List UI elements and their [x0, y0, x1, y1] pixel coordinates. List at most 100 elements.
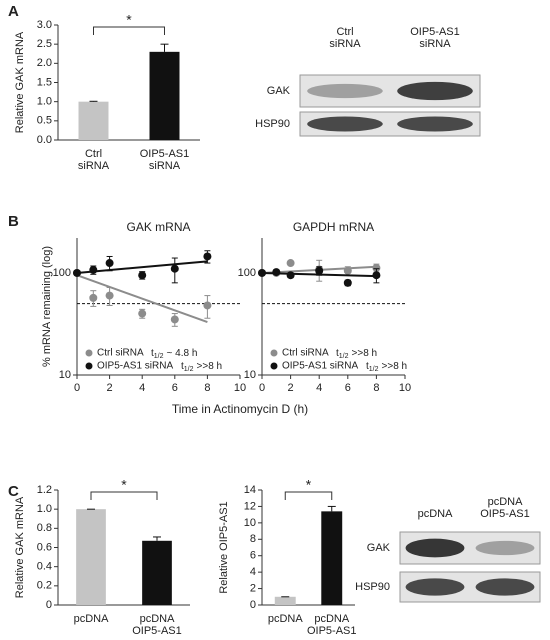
- x-tick-label: 4: [316, 382, 322, 394]
- legend-marker: [270, 362, 278, 370]
- data-point: [138, 271, 147, 280]
- blot-row-label: HSP90: [255, 118, 290, 130]
- y-tick-label: 0.2: [37, 580, 52, 592]
- x-tick-label: 2: [288, 382, 294, 394]
- significance-bracket: [90, 491, 158, 500]
- data-point: [105, 291, 114, 300]
- half-life-subscript: 1/2: [339, 353, 349, 360]
- y-tick-label: 0.0: [37, 134, 52, 146]
- y-tick-label: 14: [244, 484, 256, 496]
- half-life-symbol: t: [151, 348, 154, 359]
- x-tick-label: 2: [107, 382, 113, 394]
- y-tick-label: 100: [238, 267, 256, 279]
- data-point: [258, 268, 266, 277]
- panel-label: B: [8, 213, 19, 230]
- y-axis-label: Relative OIP5-AS1: [218, 501, 230, 593]
- x-tick-label: OIP5-AS1: [307, 625, 357, 637]
- bar: [78, 101, 109, 140]
- x-tick-label: pcDNA: [140, 613, 176, 625]
- x-tick-label: pcDNA: [74, 613, 110, 625]
- panel-label: A: [8, 3, 19, 20]
- y-tick-label: 12: [244, 500, 256, 512]
- legend-label: Ctrl siRNA: [282, 348, 329, 359]
- x-tick-label: 8: [204, 382, 210, 394]
- data-point: [89, 265, 98, 274]
- half-life-symbol: t: [366, 361, 369, 372]
- half-life-value: >>8 h: [382, 361, 408, 372]
- x-tick-label: 0: [74, 382, 80, 394]
- chart-title: GAPDH mRNA: [293, 220, 374, 234]
- y-tick-label: 0: [250, 599, 256, 611]
- y-tick-label: 1.0: [37, 96, 52, 108]
- half-life-subscript: 1/2: [154, 353, 164, 360]
- data-point: [105, 259, 114, 268]
- y-axis-label: Relative GAK mRNA: [14, 31, 26, 133]
- blot-band: [397, 81, 473, 101]
- y-tick-label: 0.5: [37, 115, 52, 127]
- blot-band: [475, 540, 535, 556]
- bar: [274, 596, 296, 605]
- y-tick-label: 1.2: [37, 484, 52, 496]
- legend-label: OIP5-AS1 siRNA: [97, 361, 173, 372]
- half-life-value: >>8 h: [352, 348, 378, 359]
- legend-half-life: t1/2 ~ 4.8 h: [151, 348, 197, 361]
- x-tick-label: 0: [259, 382, 265, 394]
- data-point: [372, 263, 381, 272]
- x-tick-label: 6: [172, 382, 178, 394]
- y-tick-label: 1.5: [37, 76, 52, 88]
- y-tick-label: 1.0: [37, 503, 52, 515]
- data-point: [272, 268, 281, 277]
- legend-marker: [270, 349, 278, 357]
- legend-half-life: t1/2 >>8 h: [366, 361, 407, 374]
- data-point: [343, 278, 352, 287]
- blot-row-label: GAK: [267, 85, 291, 97]
- blot-column-label: pcDNA: [488, 496, 524, 508]
- bar: [149, 51, 180, 141]
- y-tick-label: 3.0: [37, 19, 52, 31]
- blot-column-label: siRNA: [329, 38, 361, 50]
- x-tick-label: 6: [345, 382, 351, 394]
- x-tick-label: OIP5-AS1: [140, 148, 190, 160]
- x-tick-label: siRNA: [149, 160, 181, 172]
- x-tick-label: 4: [139, 382, 145, 394]
- blot-band: [405, 578, 465, 596]
- bar: [76, 509, 106, 605]
- legend-label: Ctrl siRNA: [97, 348, 144, 359]
- y-tick-label: 0.6: [37, 541, 52, 553]
- y-axis-label: Relative GAK mRNA: [14, 496, 26, 598]
- panel-label: C: [8, 483, 19, 500]
- data-point: [372, 271, 381, 280]
- x-tick-label: OIP5-AS1: [132, 625, 182, 637]
- data-point: [315, 266, 324, 275]
- blot-band: [307, 116, 383, 132]
- chart-title: GAK mRNA: [126, 220, 190, 234]
- x-tick-label: pcDNA: [314, 613, 350, 625]
- blot-row-label: GAK: [367, 542, 391, 554]
- blot-column-label: siRNA: [419, 38, 451, 50]
- half-life-subscript: 1/2: [184, 366, 194, 373]
- bar: [142, 540, 172, 605]
- data-point: [170, 315, 179, 324]
- x-tick-label: pcDNA: [268, 613, 304, 625]
- x-tick-label: 8: [373, 382, 379, 394]
- y-tick-label: 0: [46, 599, 52, 611]
- fit-line: [76, 260, 208, 274]
- bar: [321, 511, 343, 605]
- data-point: [89, 293, 98, 302]
- legend-half-life: t1/2 >>8 h: [336, 348, 377, 361]
- half-life-symbol: t: [181, 361, 184, 372]
- significance-label: *: [126, 12, 132, 28]
- y-tick-label: 8: [250, 533, 256, 545]
- blot-column-label: OIP5-AS1: [410, 26, 460, 38]
- blot-column-label: OIP5-AS1: [480, 508, 530, 520]
- data-point: [138, 309, 147, 318]
- half-life-subscript: 1/2: [369, 366, 379, 373]
- data-point: [343, 266, 352, 275]
- x-tick-label: siRNA: [78, 160, 110, 172]
- legend-marker: [85, 349, 93, 357]
- y-axis-label: % mRNA remaining (log): [41, 246, 53, 367]
- blot-row-label: HSP90: [355, 581, 390, 593]
- half-life-value: ~ 4.8 h: [167, 348, 198, 359]
- x-tick-label: Ctrl: [85, 148, 102, 160]
